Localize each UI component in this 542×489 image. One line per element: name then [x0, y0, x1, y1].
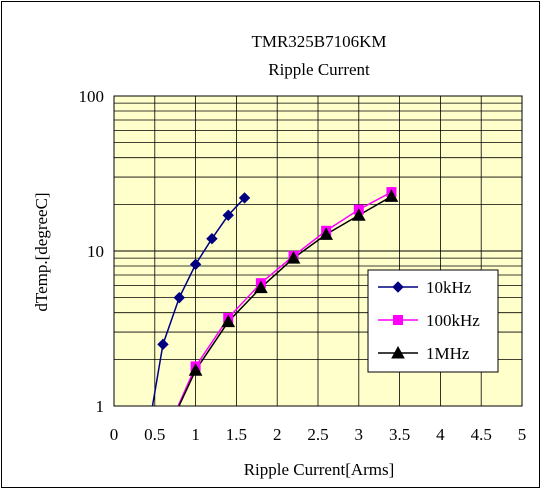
x-tick-label: 0	[110, 425, 119, 444]
x-tick-label: 4	[436, 425, 445, 444]
series-line-100khz	[177, 191, 392, 406]
x-tick-label: 2	[273, 425, 282, 444]
data-point-1mhz	[351, 208, 366, 221]
y-tick-label: 100	[79, 87, 105, 106]
legend-marker-1mhz	[391, 345, 405, 359]
data-point-10khz	[238, 192, 251, 204]
data-point-1mhz	[286, 251, 301, 264]
data-point-10khz	[206, 233, 218, 245]
legend-label-1mhz: 1MHz	[426, 344, 470, 363]
y-axis-label: dTemp.[degreeC]	[32, 192, 51, 312]
chart-title: TMR325B7106KM	[251, 32, 387, 51]
chart-subtitle: Ripple Current	[268, 60, 370, 79]
x-tick-label: 5	[518, 425, 527, 444]
x-tick-label: 1.5	[226, 425, 247, 444]
data-point-10khz	[157, 338, 169, 351]
x-tick-label: 2.5	[307, 425, 328, 444]
data-point-1mhz	[254, 280, 268, 294]
x-tick-label: 3	[355, 425, 364, 444]
data-point-10khz	[173, 291, 185, 304]
data-point-1mhz	[384, 189, 399, 202]
legend: 10kHz 100kHz 1MHz	[367, 269, 499, 373]
x-axis-label: Ripple Current[Arms]	[243, 460, 395, 479]
x-tick-label: 1	[191, 425, 200, 444]
x-tick-label: 4.5	[471, 425, 492, 444]
series-markers	[157, 187, 399, 376]
x-tick-labels: 0 0.5 1 1.5 2 2.5 3 3.5 4 4.5 5	[110, 425, 527, 444]
data-point-1mhz	[221, 314, 236, 328]
x-tick-label: 3.5	[389, 425, 410, 444]
legend-marker-100khz	[393, 315, 403, 325]
y-tick-label: 1	[96, 397, 105, 416]
data-point-1mhz	[319, 227, 334, 240]
x-tick-label: 0.5	[144, 425, 165, 444]
data-point-10khz	[222, 209, 234, 221]
legend-marker-10khz	[392, 281, 404, 293]
y-tick-label: 10	[87, 242, 104, 261]
legend-label-100khz: 100kHz	[426, 311, 480, 330]
plot-border	[113, 95, 523, 407]
legend-label-10khz: 10kHz	[426, 278, 472, 297]
data-point-10khz	[189, 258, 202, 271]
data-point-1mhz	[188, 363, 203, 376]
y-tick-labels: 1 10 100	[79, 87, 105, 416]
